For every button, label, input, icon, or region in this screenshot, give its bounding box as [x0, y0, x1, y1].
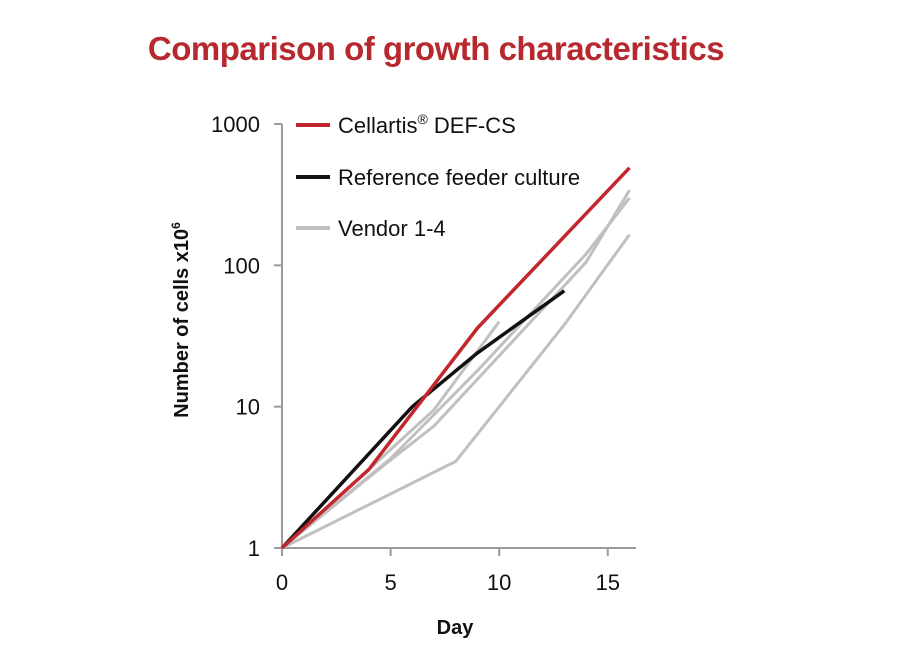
chart-legend: Cellartis® DEF-CS Reference feeder cultur…	[296, 111, 580, 241]
x-tick-label: 15	[596, 570, 620, 595]
y-tick-label: 1	[248, 536, 260, 561]
y-axis-title-superscript: 6	[169, 222, 183, 229]
chart-title: Comparison of growth characteristics	[147, 30, 725, 67]
legend-label-text: Reference feeder culture	[338, 165, 580, 190]
vendor-series-line	[281, 196, 631, 550]
legend-label: Vendor 1-4	[338, 216, 446, 241]
legend-label: Reference feeder culture	[338, 165, 580, 190]
legend-label-suffix: DEF-CS	[428, 113, 516, 138]
vendor-series-line	[281, 233, 631, 550]
legend-registered-mark: ®	[417, 111, 428, 127]
x-tick-label: 0	[276, 570, 288, 595]
legend-label-text: Vendor 1-4	[338, 216, 446, 241]
y-tick-label: 100	[223, 253, 260, 278]
legend-label: Cellartis® DEF-CS	[338, 111, 516, 138]
y-axis-title: Number of cells x106	[169, 222, 193, 418]
y-axis-title-main: Number of cells x10	[171, 229, 193, 418]
cellartis-series-line	[280, 166, 631, 550]
y-tick-label: 10	[236, 395, 260, 420]
x-tick-label: 5	[384, 570, 396, 595]
x-axis-title: Day	[437, 617, 475, 639]
chart-axes	[281, 124, 636, 549]
legend-label-text: Cellartis	[338, 113, 417, 138]
reference-feeder-series-line	[280, 289, 566, 550]
y-tick-label: 1000	[211, 112, 260, 137]
chart-series	[280, 166, 631, 550]
chart-axis-titles: Day Number of cells x106	[169, 222, 474, 639]
x-tick-label: 10	[487, 570, 511, 595]
chart-ticks: 1 10 100 1000 0 5 10 15	[211, 112, 620, 595]
